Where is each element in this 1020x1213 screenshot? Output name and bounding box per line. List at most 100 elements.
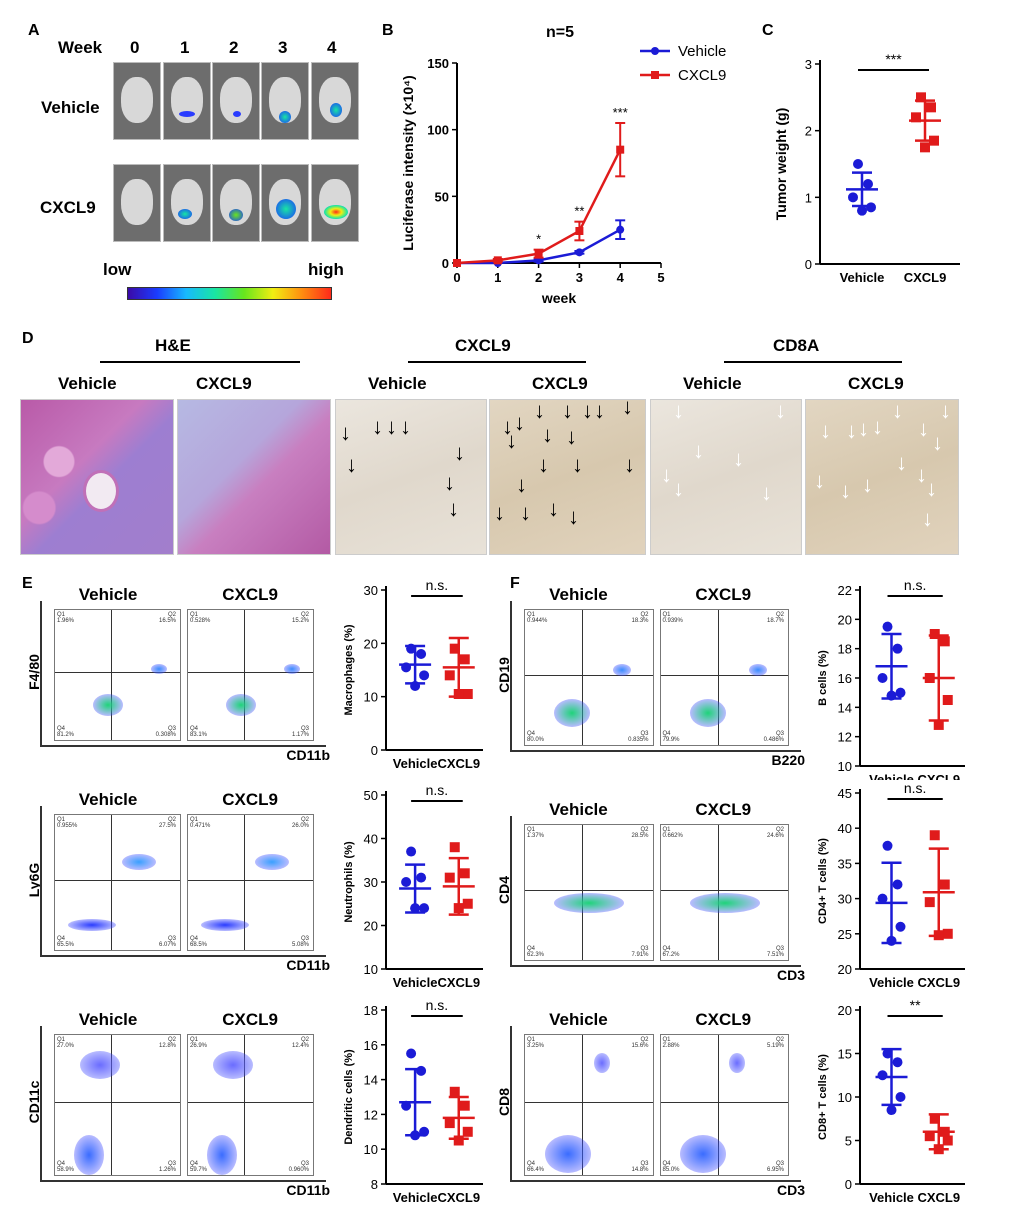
- data-point: [929, 135, 939, 146]
- data-point: [866, 202, 876, 213]
- week-2: 2: [229, 38, 239, 57]
- d-sub-vehicle: Vehicle: [368, 374, 427, 393]
- flow-cytometry-block: Vehicle CXCL9 CD4 CD3 Q1 1.37% Q2 28.5% Q3 7.…: [496, 800, 805, 985]
- flow-plot-cxcl9: Q1 0.662% Q2 24.6% Q3 7.51% Q4 67.2%: [659, 824, 789, 961]
- tumor-weight-chart: 0 1 2 3 Tumor weight (g) Vehicle CXCL9 ***: [773, 51, 960, 285]
- data-point: [924, 897, 935, 908]
- week-1: 1: [180, 38, 190, 57]
- data-point: [886, 690, 897, 701]
- d-sub-cxcl9: CXCL9: [196, 374, 252, 393]
- data-point: [444, 1118, 455, 1129]
- flow-right-title: CXCL9: [222, 1010, 278, 1029]
- y-tick-label: 3: [805, 57, 812, 72]
- y-tick-label: 18: [364, 1003, 378, 1018]
- scale-low: low: [103, 260, 132, 279]
- data-point: [459, 1100, 470, 1111]
- data-point: [416, 1065, 427, 1076]
- y-tick-label: 20: [364, 636, 378, 651]
- group-underline: [100, 361, 300, 363]
- significance-mark: n.s.: [904, 785, 927, 796]
- category-label: Vehicle: [869, 772, 914, 780]
- data-point: [449, 1086, 460, 1097]
- flow-left-title: Vehicle: [78, 1010, 138, 1029]
- data-point: [416, 649, 427, 659]
- y-tick-label: 16: [364, 1038, 378, 1053]
- category-label: CXCL9: [917, 772, 960, 780]
- data-point: [401, 1100, 412, 1111]
- data-point: [892, 643, 903, 654]
- data-point: [616, 225, 625, 234]
- data-point: [942, 695, 953, 705]
- significance-mark: n.s.: [426, 785, 449, 798]
- data-point: [406, 1048, 417, 1059]
- x-tick-label: 0: [453, 270, 460, 285]
- significance-mark: ***: [613, 105, 628, 120]
- category-label: CXCL9: [437, 756, 480, 771]
- luciferase-chart: n=5 0 50 100 150 0 1 2 3 4 5 week Luciferase intensi…: [400, 24, 726, 306]
- row-cxcl9: CXCL9: [40, 198, 96, 217]
- y-tick-label: 10: [364, 962, 378, 977]
- y-tick-label: 10: [838, 1090, 852, 1105]
- data-point: [939, 1126, 950, 1137]
- flow-right-title: CXCL9: [695, 1010, 752, 1029]
- data-point: [459, 868, 470, 879]
- data-point: [911, 112, 921, 123]
- y-tick-label: 40: [838, 821, 852, 836]
- flow-left-title: Vehicle: [78, 585, 138, 604]
- data-point: [863, 179, 873, 189]
- y-tick-label: 35: [838, 856, 852, 871]
- flow-plot-cxcl9: Q1 0.939% Q2 18.7% Q3 0.486% Q4 79.9%: [659, 609, 789, 746]
- y-tick-label: 20: [838, 1003, 852, 1018]
- data-point: [401, 662, 412, 673]
- data-point: [924, 1131, 935, 1142]
- cd4-t-cells-chart: 20 25 30 35 40 45 CD4+ T cells (%) Vehicle CXCL9…: [817, 785, 965, 990]
- data-point: [942, 1135, 953, 1146]
- y-tick-label: 14: [364, 1073, 378, 1088]
- flow-left-title: Vehicle: [549, 1010, 608, 1029]
- group-underline: [724, 361, 902, 363]
- flow-plot-cxcl9: Q1 2.88% Q2 5.19% Q3 6.95% Q4 85.0%: [659, 1034, 789, 1176]
- data-point: [939, 879, 950, 890]
- x-tick-label: 5: [657, 270, 664, 285]
- y-tick-label: 30: [364, 875, 378, 890]
- y-tick-label: 10: [838, 759, 852, 774]
- d-sub-vehicle: Vehicle: [683, 374, 742, 393]
- y-axis-label: Dendritic cells (%): [343, 1049, 355, 1145]
- color-scale-bar: [127, 287, 332, 300]
- x-tick-label: 1: [494, 270, 501, 285]
- y-tick-label: 2: [805, 124, 812, 139]
- y-tick-label: 15: [838, 1047, 852, 1062]
- y-tick-label: 10: [364, 1142, 378, 1157]
- row-vehicle: Vehicle: [41, 98, 100, 117]
- flow-plot-vehicle: Q1 0.944% Q2 18.3% Q3 0.835% Q4 80.0%: [524, 609, 654, 746]
- y-tick-label: 45: [838, 786, 852, 801]
- flow-plot-cxcl9: Q1 0.471% Q2 26.0% Q3 5.08% Q4 68.5%: [187, 814, 314, 951]
- y-tick-label: 40: [364, 832, 378, 847]
- data-point: [406, 643, 417, 654]
- flow-plot-vehicle: Q1 0.955% Q2 27.5% Q3 6.07% Q4 65.5%: [54, 814, 181, 951]
- y-tick-label: 0: [805, 257, 812, 272]
- data-point: [453, 689, 464, 699]
- data-point: [462, 898, 473, 909]
- flow-plot-vehicle: Q1 3.25% Q2 15.6% Q3 14.8% Q4 66.4%: [524, 1034, 654, 1176]
- category-label: CXCL9: [917, 975, 960, 990]
- ihc-cd8a-vehicle-image: ↓ ↓ ↓ ↓ ↓ ↓ ↓: [650, 399, 802, 555]
- data-point: [453, 259, 461, 267]
- macrophages-chart: 0 10 20 30 Macrophages (%) Vehicle CXCL9 n.s.: [343, 580, 483, 771]
- data-point: [877, 673, 888, 683]
- data-point: [886, 935, 897, 946]
- category-label: CXCL9: [437, 975, 480, 990]
- legend-marker: [651, 71, 659, 79]
- data-point: [848, 192, 858, 203]
- category-label: Vehicle: [840, 270, 885, 285]
- x-tick-label: 2: [535, 270, 542, 285]
- data-point: [410, 903, 421, 914]
- y-tick-label: 30: [838, 892, 852, 907]
- cd8-t-cells-chart: 0 5 10 15 20 CD8+ T cells (%) Vehicle CXCL9 **: [817, 1000, 965, 1205]
- data-point: [882, 1048, 893, 1059]
- flow-left-title: Vehicle: [78, 790, 138, 809]
- y-tick-label: 20: [838, 962, 852, 977]
- flow-x-label: CD3: [776, 1182, 805, 1198]
- data-point: [416, 872, 427, 883]
- cd8a-group-label: CD8A: [773, 336, 820, 355]
